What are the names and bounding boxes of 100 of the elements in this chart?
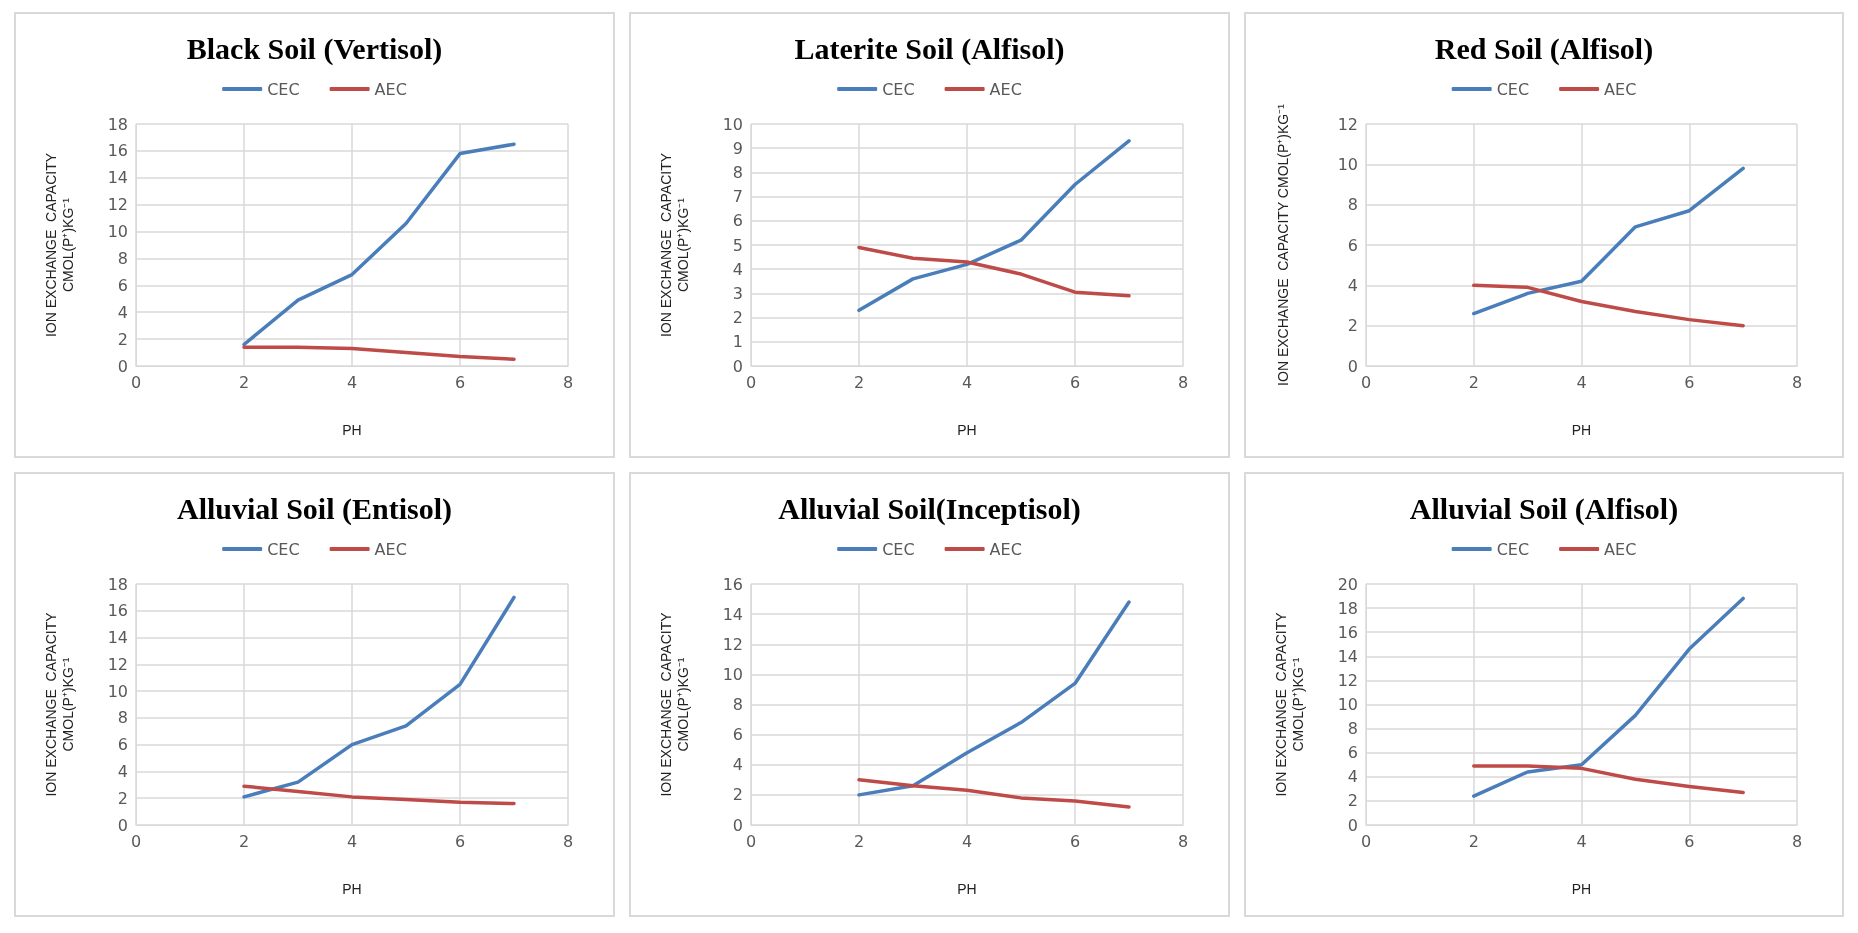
x-tick-label: 2	[238, 372, 250, 392]
y-tick-label: 8	[117, 248, 128, 268]
y-tick-label: 4	[732, 755, 743, 775]
y-tick-label: 8	[117, 708, 128, 728]
legend-label: AEC	[1604, 539, 1637, 559]
y-tick-label: 0	[732, 356, 743, 376]
y-tick-label: 14	[1337, 646, 1358, 666]
x-tick-label: 6	[454, 831, 466, 851]
y-tick-label: 14	[107, 168, 128, 188]
x-tick-label: 8	[1177, 372, 1189, 392]
line-series	[857, 778, 1131, 809]
x-tick-label: 0	[745, 372, 757, 392]
x-tick-label: 6	[1684, 372, 1695, 392]
x-axis-title: PH	[342, 880, 362, 897]
y-tick-label: 2	[1347, 791, 1358, 811]
y-tick-label: 6	[1347, 743, 1358, 763]
legend-label: CEC	[267, 539, 300, 559]
chart-title: Alluvial Soil (Alfisol)	[1409, 491, 1679, 526]
y-axis-title: ION EXCHANGE CAPACITY CMOL(P⁺)KG⁻¹	[42, 152, 76, 338]
y-tick-label: 10	[1337, 154, 1358, 174]
y-tick-label: 0	[117, 356, 128, 376]
legend-label: AEC	[989, 539, 1022, 559]
x-axis-title: PH	[957, 421, 977, 438]
y-tick-label: 2	[117, 329, 128, 349]
line-series	[1472, 283, 1745, 328]
line-series	[1472, 764, 1745, 795]
x-tick-label: 8	[562, 831, 574, 851]
y-tick-label: 16	[107, 141, 128, 161]
x-tick-label: 2	[1468, 831, 1479, 851]
y-tick-label: 10	[722, 664, 743, 684]
x-axis-title: PH	[957, 880, 977, 897]
line-series	[1472, 596, 1745, 798]
y-tick-label: 2	[1347, 316, 1358, 336]
line-series	[857, 139, 1131, 313]
x-axis-title: PH	[342, 421, 362, 438]
y-tick-label: 12	[107, 654, 128, 674]
y-tick-label: 16	[107, 601, 128, 621]
x-tick-label: 6	[1684, 831, 1695, 851]
y-tick-label: 12	[1337, 670, 1358, 690]
y-tick-label: 10	[1337, 695, 1358, 714]
x-tick-label: 4	[346, 831, 358, 851]
line-series	[1472, 166, 1745, 316]
chart-title: Alluvial Soil (Entisol)	[176, 491, 453, 526]
chart-title: Laterite Soil (Alfisol)	[794, 31, 1065, 66]
y-tick-label: 20	[1337, 574, 1358, 594]
y-tick-label: 6	[117, 275, 128, 295]
x-tick-label: 0	[1360, 831, 1372, 851]
y-tick-label: 2	[732, 308, 743, 328]
y-tick-label: 0	[117, 815, 128, 835]
y-tick-label: 10	[107, 681, 128, 701]
line-series	[242, 142, 516, 347]
x-tick-label: 8	[1791, 831, 1803, 851]
y-tick-label: 4	[732, 259, 743, 279]
line-series	[242, 595, 516, 799]
chart-title: Red Soil (Alfisol)	[1434, 31, 1654, 66]
y-tick-label: 4	[1347, 767, 1358, 787]
y-tick-label: 0	[1347, 356, 1358, 376]
y-axis-title: ION EXCHANGE CAPACITY CMOL(P⁺)KG⁻¹	[1272, 611, 1306, 797]
line-series	[857, 245, 1131, 298]
x-tick-label: 4	[346, 372, 358, 392]
y-tick-label: 10	[722, 114, 743, 134]
y-tick-label: 3	[732, 283, 743, 303]
legend-label: AEC	[1604, 79, 1637, 99]
y-tick-label: 1	[732, 332, 743, 352]
legend-label: CEC	[267, 79, 300, 99]
x-tick-label: 2	[853, 831, 865, 851]
x-axis-title: PH	[1571, 421, 1592, 438]
legend-label: AEC	[374, 539, 407, 559]
y-tick-label: 6	[732, 211, 743, 231]
y-tick-label: 12	[1337, 114, 1358, 134]
x-tick-label: 6	[454, 372, 466, 392]
chart-title: Alluvial Soil(Inceptisol)	[778, 491, 1081, 526]
y-tick-label: 16	[722, 574, 743, 594]
y-tick-label: 18	[1337, 598, 1358, 618]
line-series	[242, 345, 516, 362]
x-tick-label: 6	[1069, 372, 1081, 392]
y-tick-label: 16	[1337, 622, 1358, 642]
y-tick-label: 9	[732, 138, 743, 158]
legend-label: CEC	[1496, 79, 1530, 99]
line-series	[857, 600, 1131, 797]
legend-label: CEC	[1496, 539, 1530, 559]
y-tick-label: 4	[117, 761, 128, 781]
y-tick-label: 10	[107, 222, 128, 242]
x-tick-label: 4	[961, 831, 973, 851]
legend-label: AEC	[989, 79, 1022, 99]
y-tick-label: 18	[107, 114, 128, 134]
y-tick-label: 2	[732, 785, 743, 805]
x-tick-label: 2	[853, 372, 865, 392]
x-tick-label: 8	[1791, 372, 1803, 392]
y-tick-label: 8	[1347, 719, 1358, 739]
y-tick-label: 6	[1347, 235, 1358, 255]
y-axis-title: ION EXCHANGE CAPACITY CMOL(P⁺)KG⁻¹	[657, 611, 691, 797]
legend-label: AEC	[374, 79, 407, 99]
x-tick-label: 6	[1069, 831, 1081, 851]
y-tick-label: 6	[117, 735, 128, 755]
x-tick-label: 4	[1576, 372, 1587, 392]
x-tick-label: 4	[961, 372, 973, 392]
y-tick-label: 18	[107, 574, 128, 594]
legend-label: CEC	[882, 79, 915, 99]
y-tick-label: 4	[117, 302, 128, 322]
